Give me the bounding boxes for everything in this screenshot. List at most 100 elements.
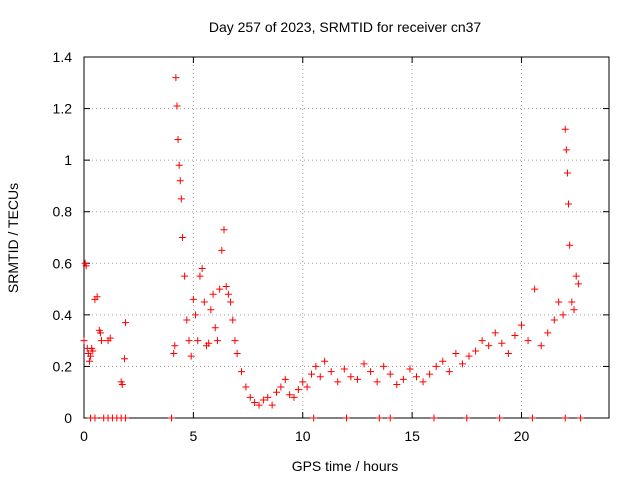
data-point xyxy=(524,337,532,345)
data-point xyxy=(574,280,582,288)
y-tick-label: 0 xyxy=(64,410,72,426)
x-tick-label: 10 xyxy=(295,428,311,444)
data-point xyxy=(227,298,235,306)
data-point xyxy=(194,337,202,345)
data-point xyxy=(238,368,245,376)
data-point xyxy=(264,393,272,401)
y-tick-label: 0.6 xyxy=(53,255,73,271)
data-point xyxy=(432,362,440,370)
data-point xyxy=(178,234,186,241)
data-point xyxy=(566,241,574,249)
data-point xyxy=(496,414,504,422)
x-axis-label: GPS time / hours xyxy=(292,458,399,474)
data-point xyxy=(205,339,213,347)
data-point xyxy=(531,285,539,293)
x-tick-labels: 0 5 10 15 20 xyxy=(80,428,529,444)
data-point xyxy=(367,368,375,376)
y-tick-label: 1.4 xyxy=(53,49,73,65)
data-point xyxy=(563,169,571,177)
data-point xyxy=(242,383,250,391)
data-point xyxy=(491,329,499,337)
data-point xyxy=(207,306,215,314)
data-point xyxy=(544,329,552,337)
data-point xyxy=(570,306,578,314)
data-point xyxy=(465,352,473,360)
data-point xyxy=(192,311,200,319)
data-point xyxy=(224,290,232,298)
y-tick-label: 0.4 xyxy=(53,307,73,323)
data-point xyxy=(185,337,193,345)
data-point xyxy=(268,401,276,409)
y-axis-label: SRMTID / TECUs xyxy=(5,183,21,293)
data-point xyxy=(568,298,576,306)
data-point xyxy=(89,347,97,355)
data-point xyxy=(504,350,512,358)
data-point xyxy=(98,337,105,345)
data-point xyxy=(343,414,350,422)
data-point xyxy=(246,393,254,401)
data-point xyxy=(458,360,466,368)
x-tick-label: 0 xyxy=(80,428,88,444)
data-point xyxy=(172,74,180,82)
data-point xyxy=(316,373,324,381)
data-point xyxy=(211,324,219,332)
data-point xyxy=(82,262,90,270)
data-point xyxy=(393,380,401,388)
data-point xyxy=(213,337,221,345)
data-point xyxy=(198,264,206,272)
data-point xyxy=(445,368,453,376)
data-point xyxy=(281,375,289,383)
data-point xyxy=(334,378,342,386)
data-point xyxy=(472,347,480,355)
data-point xyxy=(122,319,130,327)
y-tick-label: 0.8 xyxy=(53,204,73,220)
data-point xyxy=(303,383,311,391)
data-point xyxy=(373,378,381,386)
axis-ticks xyxy=(83,56,609,419)
data-point xyxy=(259,396,267,404)
data-point xyxy=(452,350,460,358)
data-point xyxy=(106,334,114,342)
data-point xyxy=(559,311,567,319)
x-tick-label: 5 xyxy=(189,428,197,444)
data-point xyxy=(463,414,471,422)
data-point xyxy=(555,298,563,306)
x-tick-label: 20 xyxy=(514,428,530,444)
data-point xyxy=(478,337,486,345)
data-point xyxy=(498,339,506,347)
data-point xyxy=(561,414,569,422)
data-point xyxy=(399,375,407,383)
data-point xyxy=(233,350,241,358)
data-point xyxy=(229,316,237,324)
data-point xyxy=(299,378,307,386)
data-point xyxy=(294,386,302,394)
data-point xyxy=(565,200,573,208)
data-point xyxy=(312,362,320,370)
data-point xyxy=(550,316,558,324)
data-point xyxy=(380,362,388,370)
data-point xyxy=(308,370,315,378)
data-point xyxy=(426,370,434,378)
data-point xyxy=(171,342,179,350)
data-point xyxy=(375,414,383,422)
data-point xyxy=(168,414,175,422)
data-point xyxy=(181,272,189,280)
data-point xyxy=(277,383,285,391)
data-point xyxy=(572,272,580,280)
data-point xyxy=(413,373,420,381)
data-point xyxy=(485,342,493,350)
data-point xyxy=(419,378,427,386)
data-point xyxy=(174,136,182,144)
x-tick-label: 15 xyxy=(404,428,420,444)
data-point xyxy=(360,360,368,368)
data-point xyxy=(218,246,226,254)
data-point xyxy=(528,414,536,422)
data-point xyxy=(577,414,585,422)
data-point xyxy=(353,375,361,383)
data-point xyxy=(340,365,348,373)
data-point xyxy=(187,352,195,360)
grid-lines xyxy=(84,57,609,418)
data-point xyxy=(209,290,217,298)
